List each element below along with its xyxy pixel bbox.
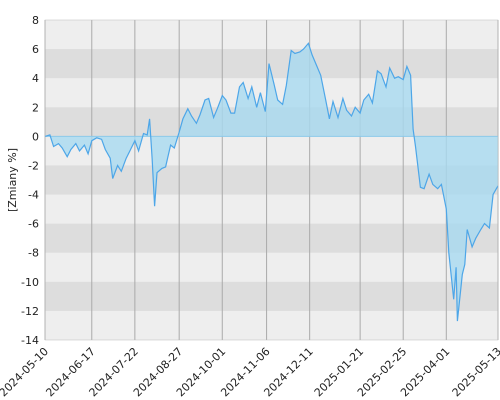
y-tick-label: -4 [28,189,39,202]
x-tick-label: 2025-05-13 [450,345,500,399]
area [45,43,498,322]
band [45,281,498,311]
y-tick-label: -10 [21,276,39,289]
y-tick-label: -8 [28,247,39,260]
y-tick-label: 8 [32,14,39,27]
y-tick-label: -6 [28,218,39,231]
line [44,42,499,322]
y-tick-label: 2 [32,101,39,114]
y-tick-label: -2 [28,159,39,172]
plot-border [44,19,499,341]
band [45,223,498,253]
y-tick-label: 4 [32,72,39,85]
y-axis-label: [Zmiany %] [6,148,19,212]
y-tick-label: -12 [21,305,39,318]
y-tick-label: 0 [32,130,39,143]
y-tick-label: -14 [21,334,39,347]
y-tick-label: 6 [32,43,39,56]
